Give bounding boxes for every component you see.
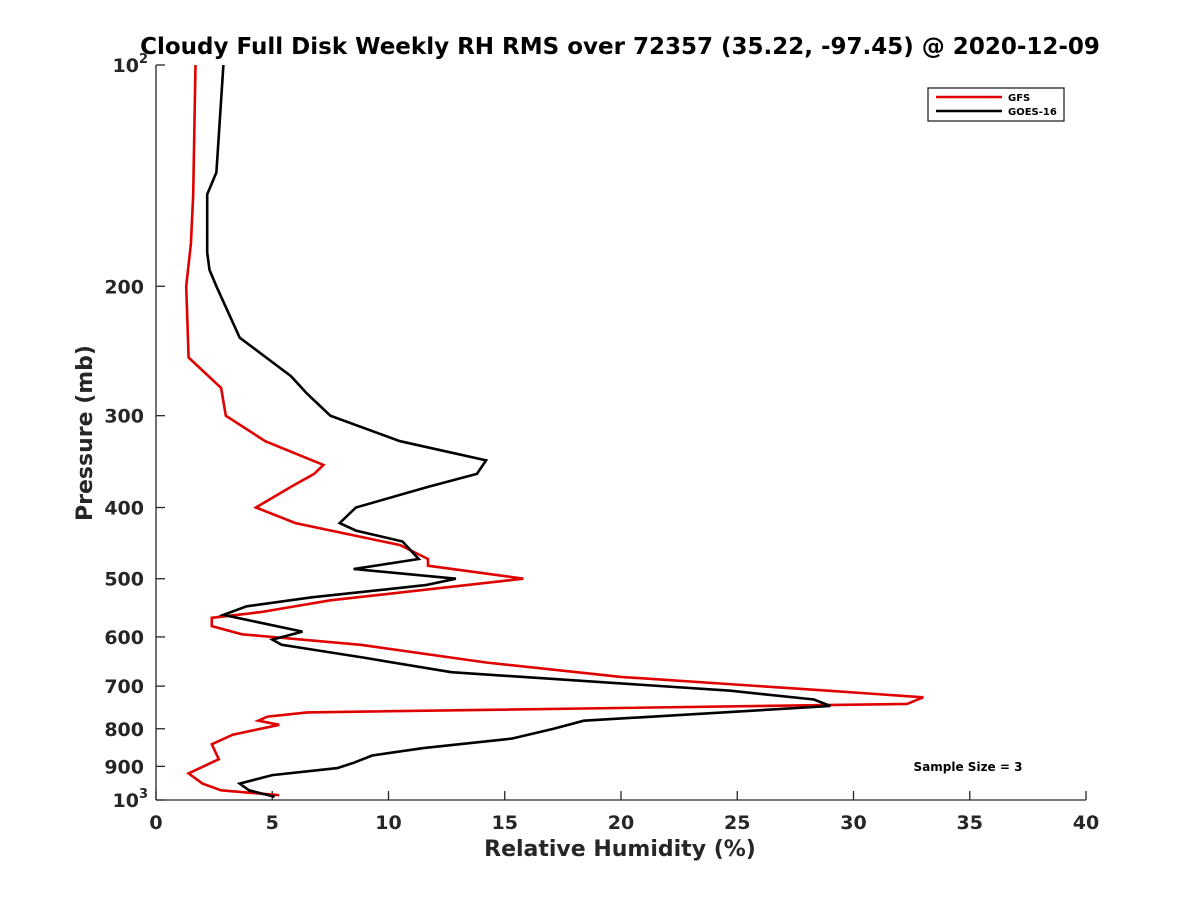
x-tick-label: 35 [957, 812, 983, 834]
x-tick-label: 20 [608, 812, 634, 834]
legend-label-gfs: GFS [1008, 93, 1030, 104]
y-tick-label: 300 [104, 406, 144, 428]
x-tick-label: 10 [375, 812, 401, 834]
y-axis-label: Pressure (mb) [73, 345, 98, 521]
chart-title: Cloudy Full Disk Weekly RH RMS over 7235… [140, 34, 1100, 60]
x-tick-label: 15 [492, 812, 518, 834]
x-tick-label: 25 [724, 812, 750, 834]
y-tick-label-exponent: 2 [139, 52, 148, 67]
x-tick-label: 40 [1073, 812, 1099, 834]
y-tick-label: 200 [104, 276, 144, 298]
series-line-goes-16 [205, 64, 831, 799]
x-tick-label: 0 [149, 812, 162, 834]
sample-size-annotation: Sample Size = 3 [914, 760, 1023, 774]
y-tick-label-exponent: 3 [139, 787, 148, 802]
y-tick-label: 700 [104, 676, 144, 698]
x-axis-label: Relative Humidity (%) [484, 837, 756, 862]
series-group [184, 64, 924, 799]
x-tick-label: 30 [840, 812, 866, 834]
y-tick-label: 900 [104, 756, 144, 778]
legend-label-goes-16: GOES-16 [1008, 107, 1057, 118]
y-tick-label: 103 [113, 787, 149, 812]
x-tick-label: 5 [266, 812, 279, 834]
y-tick-label: 400 [104, 498, 144, 520]
legend: GFS GOES-16 [927, 87, 1065, 122]
y-tick-label-base: 10 [113, 55, 139, 77]
y-tick-label: 800 [104, 719, 144, 741]
series-line-gfs [184, 64, 924, 797]
y-tick-label-base: 10 [113, 790, 139, 812]
legend-box [927, 87, 1065, 122]
axes: 0 5 10 15 20 25 30 35 40102200300400500600700800… [104, 52, 1099, 834]
y-tick-label: 600 [104, 627, 144, 649]
y-tick-label: 500 [104, 569, 144, 591]
y-tick-label: 102 [113, 52, 149, 77]
